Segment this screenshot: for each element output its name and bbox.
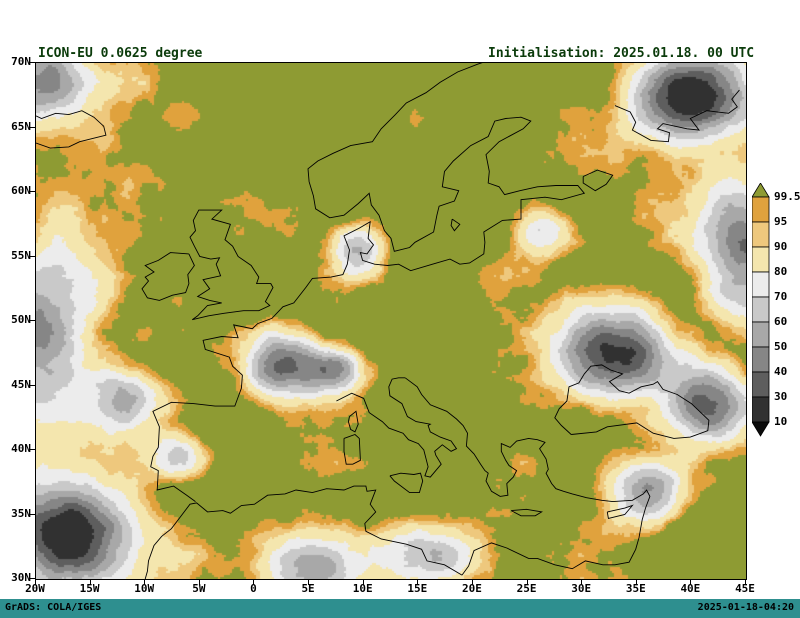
legend-top-cap xyxy=(751,182,770,198)
legend-color-block xyxy=(751,346,770,373)
footer-bar: GrADS: COLA/IGES 2025-01-18-04:20 xyxy=(0,599,800,618)
lon-tick xyxy=(635,580,637,585)
lat-label: 45N xyxy=(11,377,31,391)
lon-tick xyxy=(253,580,255,585)
lat-label: 35N xyxy=(11,506,31,520)
lon-label: 15E xyxy=(407,582,428,595)
lat-label: 65N xyxy=(11,119,31,133)
legend-color-block xyxy=(751,396,770,423)
lon-tick xyxy=(471,580,473,585)
lon-tick xyxy=(198,580,200,585)
lat-label: 40N xyxy=(11,442,31,455)
legend-color-block xyxy=(751,221,770,248)
legend-color-block xyxy=(751,371,770,398)
lon-label: 10W xyxy=(134,582,155,595)
lat-tick xyxy=(30,578,35,579)
legend-level-label: 10 xyxy=(774,415,788,428)
map-area xyxy=(35,62,747,580)
lat-label: 30N xyxy=(11,571,31,584)
lon-tick xyxy=(526,580,528,585)
legend-level-label: 70 xyxy=(774,290,788,303)
lon-label: 25E xyxy=(516,582,537,595)
legend-level-label: 30 xyxy=(774,390,788,403)
lon-tick xyxy=(89,580,91,585)
lon-tick xyxy=(144,580,146,585)
lon-tick xyxy=(690,580,692,585)
color-legend xyxy=(751,182,772,437)
lon-label: 5E xyxy=(301,582,315,595)
legend-level-label: 80 xyxy=(774,265,788,278)
lat-label: 50N xyxy=(11,313,31,326)
lon-label: 45E xyxy=(735,582,755,595)
lon-tick xyxy=(362,580,364,585)
legend-level-label: 60 xyxy=(774,315,788,328)
lat-tick xyxy=(30,255,35,257)
lat-tick xyxy=(30,320,35,321)
legend-level-label: 50 xyxy=(774,340,788,353)
lon-tick xyxy=(581,580,583,585)
lat-tick xyxy=(30,62,35,63)
lon-label: 10E xyxy=(352,582,373,595)
legend-level-label: 95 xyxy=(774,215,788,228)
lat-tick xyxy=(30,384,35,386)
legend-level-label: 99.5 xyxy=(774,190,800,203)
lon-tick xyxy=(417,580,419,585)
lon-label: 0 xyxy=(250,582,257,595)
lon-label: 15W xyxy=(79,582,100,595)
legend-color-block xyxy=(751,246,770,273)
lat-tick xyxy=(30,191,35,192)
legend-bottom-cap xyxy=(751,421,770,437)
legend-color-block xyxy=(751,296,770,323)
legend-level-label: 40 xyxy=(774,365,788,378)
cloud-field-canvas xyxy=(36,63,746,579)
legend-color-block xyxy=(751,196,770,223)
creation-timestamp: 2025-01-18-04:20 xyxy=(697,602,794,613)
lon-tick xyxy=(35,580,36,585)
lat-label: 70N xyxy=(11,55,31,68)
lon-tick xyxy=(745,580,746,585)
lon-label: 20W xyxy=(25,582,45,595)
lon-label: 30E xyxy=(571,582,592,595)
lon-label: 20E xyxy=(461,582,482,595)
lat-tick xyxy=(30,126,35,128)
legend-color-block xyxy=(751,271,770,298)
lon-label: 40E xyxy=(680,582,701,595)
lat-tick xyxy=(30,513,35,515)
lon-tick xyxy=(308,580,310,585)
model-title: ICON-EU 0.0625 degree xyxy=(38,46,203,61)
grads-credit: GrADS: COLA/IGES xyxy=(5,602,102,613)
lat-label: 55N xyxy=(11,248,31,262)
lon-label: 5W xyxy=(192,582,206,595)
legend-color-block xyxy=(751,321,770,348)
legend-colorbar xyxy=(751,182,770,437)
lon-label: 35E xyxy=(625,582,646,595)
lat-label: 60N xyxy=(11,184,31,197)
init-time-label: Initialisation: 2025.01.18. 00 UTC xyxy=(488,46,755,61)
lat-tick xyxy=(30,449,35,450)
legend-level-label: 90 xyxy=(774,240,788,253)
